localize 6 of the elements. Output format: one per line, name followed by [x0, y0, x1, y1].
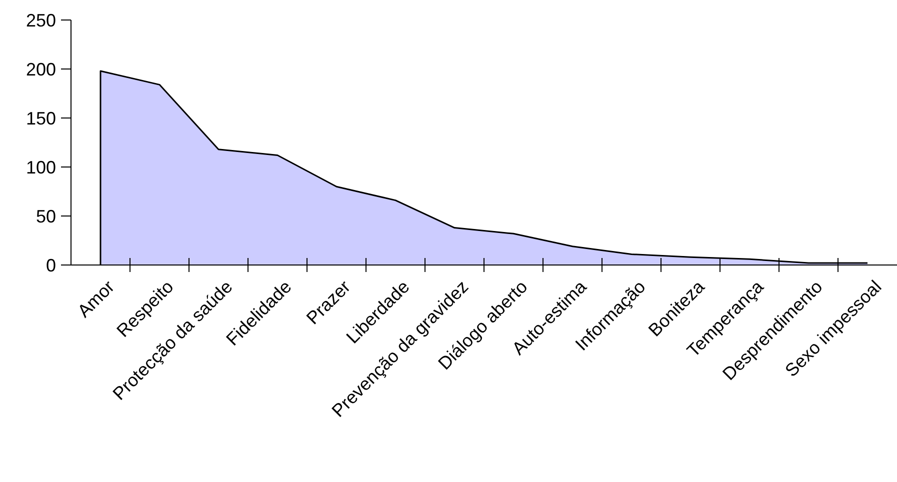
- y-tick-label: 100: [26, 157, 56, 178]
- y-tick-label: 200: [26, 59, 56, 80]
- y-tick-label: 250: [26, 10, 56, 30]
- y-tick-label: 50: [36, 206, 56, 226]
- y-tick-label: 150: [26, 108, 56, 128]
- y-tick-label: 0: [46, 255, 56, 276]
